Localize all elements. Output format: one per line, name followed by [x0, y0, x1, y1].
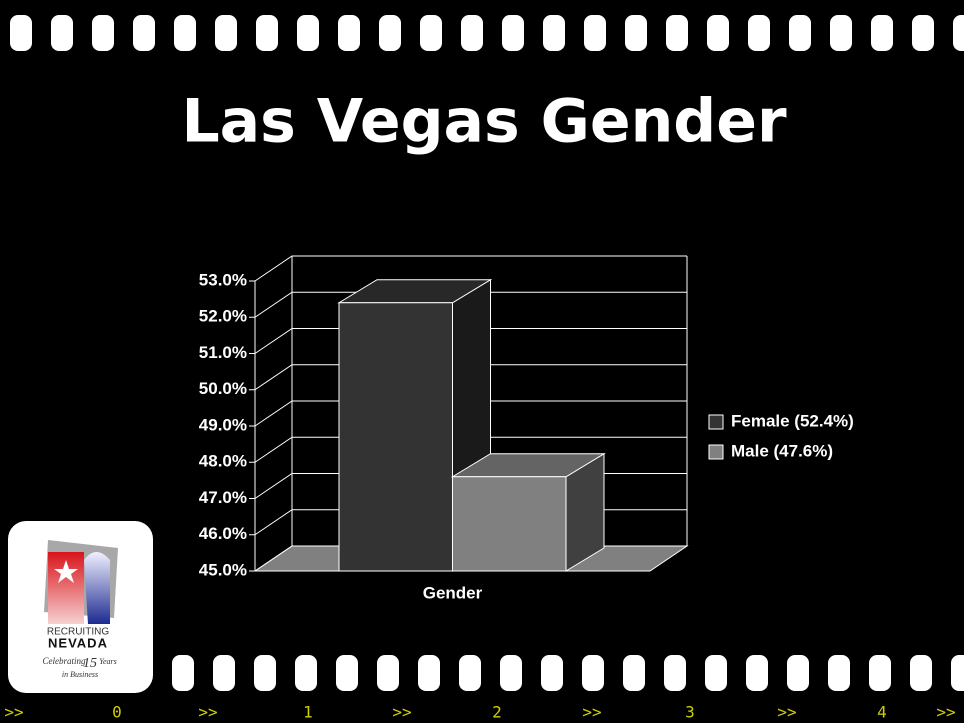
nav-link[interactable]: >> — [4, 703, 23, 722]
film-hole — [338, 15, 360, 51]
film-hole — [500, 655, 522, 691]
y-tick-label: 46.0% — [199, 524, 247, 543]
film-hole — [459, 655, 481, 691]
y-tick-label: 53.0% — [199, 270, 247, 289]
film-holes — [10, 15, 964, 691]
bar — [338, 302, 453, 572]
logo-text: in Business — [62, 670, 98, 679]
film-hole — [951, 655, 964, 691]
grid-line — [254, 400, 687, 427]
film-hole — [174, 15, 196, 51]
film-hole — [336, 655, 358, 691]
nav-link[interactable]: 0 — [112, 703, 122, 722]
film-hole — [787, 655, 809, 691]
film-hole — [10, 15, 32, 51]
y-tick-label: 47.0% — [199, 488, 247, 507]
grid-line — [254, 364, 687, 391]
nav-link[interactable]: >> — [936, 703, 955, 722]
grid-line — [254, 436, 687, 463]
film-hole — [582, 655, 604, 691]
logo-text: Celebrating — [43, 656, 86, 666]
film-hole — [297, 15, 319, 51]
film-hole — [828, 655, 850, 691]
film-hole — [213, 655, 235, 691]
film-hole — [92, 15, 114, 51]
logo: RECRUITING NEVADA Celebrating 15 Years i… — [8, 521, 153, 693]
grid-line — [254, 291, 687, 318]
film-hole — [541, 655, 563, 691]
film-hole — [869, 655, 891, 691]
nav-link[interactable]: 3 — [685, 703, 695, 722]
nav-link[interactable]: >> — [392, 703, 411, 722]
legend-label: Male (47.6%) — [731, 441, 833, 460]
film-hole — [461, 15, 483, 51]
film-hole — [379, 15, 401, 51]
grid-line — [254, 328, 687, 354]
film-hole — [912, 15, 934, 51]
chart-title: Las Vegas Gender — [181, 87, 787, 157]
nav-link[interactable]: 2 — [492, 703, 502, 722]
film-hole — [295, 655, 317, 691]
bar — [452, 476, 567, 572]
logo-text: RECRUITING — [47, 627, 109, 638]
film-hole — [418, 655, 440, 691]
film-hole — [910, 655, 932, 691]
film-hole — [871, 15, 893, 51]
nav-link[interactable]: >> — [582, 703, 601, 722]
film-hole — [705, 655, 727, 691]
chart: 45.0% 46.0% 47.0% 48.0% 49.0% 50.0% 51.0% 52.0%… — [199, 255, 854, 602]
nav-link[interactable]: 1 — [303, 703, 313, 722]
film-hole — [377, 655, 399, 691]
y-tick-label: 52.0% — [199, 307, 247, 326]
film-hole — [953, 15, 964, 51]
x-tick-label: Gender — [423, 583, 483, 602]
film-hole — [707, 15, 729, 51]
film-hole — [625, 15, 647, 51]
film-hole — [502, 15, 524, 51]
legend-swatch — [708, 414, 724, 430]
film-hole — [623, 655, 645, 691]
grid-line — [254, 255, 687, 282]
logo-text: 15 — [83, 656, 97, 671]
nav-link[interactable]: 4 — [877, 703, 887, 722]
film-hole — [666, 15, 688, 51]
navigation: >> 0 >> 1 >> 2 >> 3 >> 4 >> — [4, 703, 955, 722]
film-hole — [51, 15, 73, 51]
film-hole — [256, 15, 278, 51]
film-hole — [133, 15, 155, 51]
film-hole — [664, 655, 686, 691]
y-tick-label: 48.0% — [199, 452, 247, 471]
film-hole — [254, 655, 276, 691]
legend-swatch — [708, 444, 724, 460]
film-hole — [543, 15, 565, 51]
logo-star — [54, 560, 78, 583]
y-tick-label: 50.0% — [199, 379, 247, 398]
logo-blue — [84, 552, 110, 624]
logo-text: NEVADA — [48, 635, 108, 650]
nav-link[interactable]: >> — [198, 703, 217, 722]
film-hole — [172, 655, 194, 691]
nav-link[interactable]: >> — [777, 703, 796, 722]
y-tick-label: 51.0% — [199, 343, 247, 362]
y-tick-label: 49.0% — [199, 415, 247, 434]
film-hole — [746, 655, 768, 691]
film-hole — [420, 15, 442, 51]
logo-text: Years — [99, 657, 117, 666]
y-tick-label: 45.0% — [199, 560, 247, 579]
film-hole — [584, 15, 606, 51]
film-hole — [215, 15, 237, 51]
film-hole — [830, 15, 852, 51]
film-hole — [789, 15, 811, 51]
legend-label: Female (52.4%) — [731, 411, 854, 430]
film-hole — [748, 15, 770, 51]
